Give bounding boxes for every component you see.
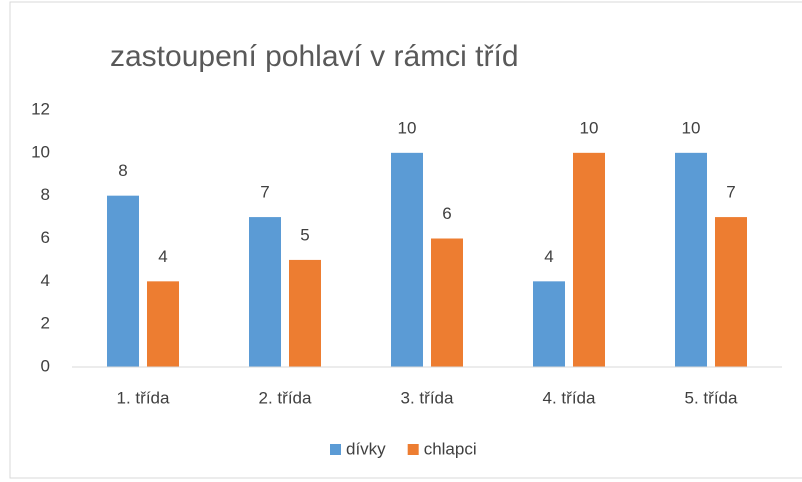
x-tick-label: 1. třída xyxy=(117,388,170,407)
legend-swatch xyxy=(330,444,341,455)
bar xyxy=(715,217,747,367)
data-label: 4 xyxy=(158,247,167,266)
bar xyxy=(675,152,707,367)
legend-label: chlapci xyxy=(424,439,477,458)
bar xyxy=(107,195,139,367)
data-label: 10 xyxy=(398,118,417,137)
x-tick-label: 5. třída xyxy=(685,388,738,407)
bar xyxy=(289,259,321,367)
data-label: 10 xyxy=(580,118,599,137)
y-tick-label: 4 xyxy=(41,271,50,290)
bar xyxy=(249,217,281,367)
legend-swatch xyxy=(407,444,419,455)
y-tick-label: 0 xyxy=(41,356,50,375)
x-tick-label: 3. třída xyxy=(401,388,454,407)
y-tick-label: 8 xyxy=(41,185,50,204)
data-label: 10 xyxy=(682,118,701,137)
x-tick-label: 2. třída xyxy=(259,388,312,407)
data-label: 5 xyxy=(300,225,309,244)
bar xyxy=(391,152,423,367)
data-label: 7 xyxy=(260,183,269,202)
chart-title: zastoupení pohlaví v rámci tříd xyxy=(110,40,519,73)
y-tick-label: 12 xyxy=(31,99,50,118)
data-label: 4 xyxy=(544,247,553,266)
data-label: 8 xyxy=(118,161,127,180)
data-label: 6 xyxy=(442,204,451,223)
bar xyxy=(573,152,605,367)
y-tick-label: 10 xyxy=(31,142,50,161)
x-tick-label: 4. třída xyxy=(543,388,596,407)
bar xyxy=(147,281,179,367)
y-tick-label: 6 xyxy=(41,228,50,247)
legend-label: dívky xyxy=(346,439,386,458)
bar xyxy=(533,281,565,367)
y-tick-label: 2 xyxy=(41,314,50,333)
bar xyxy=(431,238,463,367)
data-label: 7 xyxy=(726,183,735,202)
